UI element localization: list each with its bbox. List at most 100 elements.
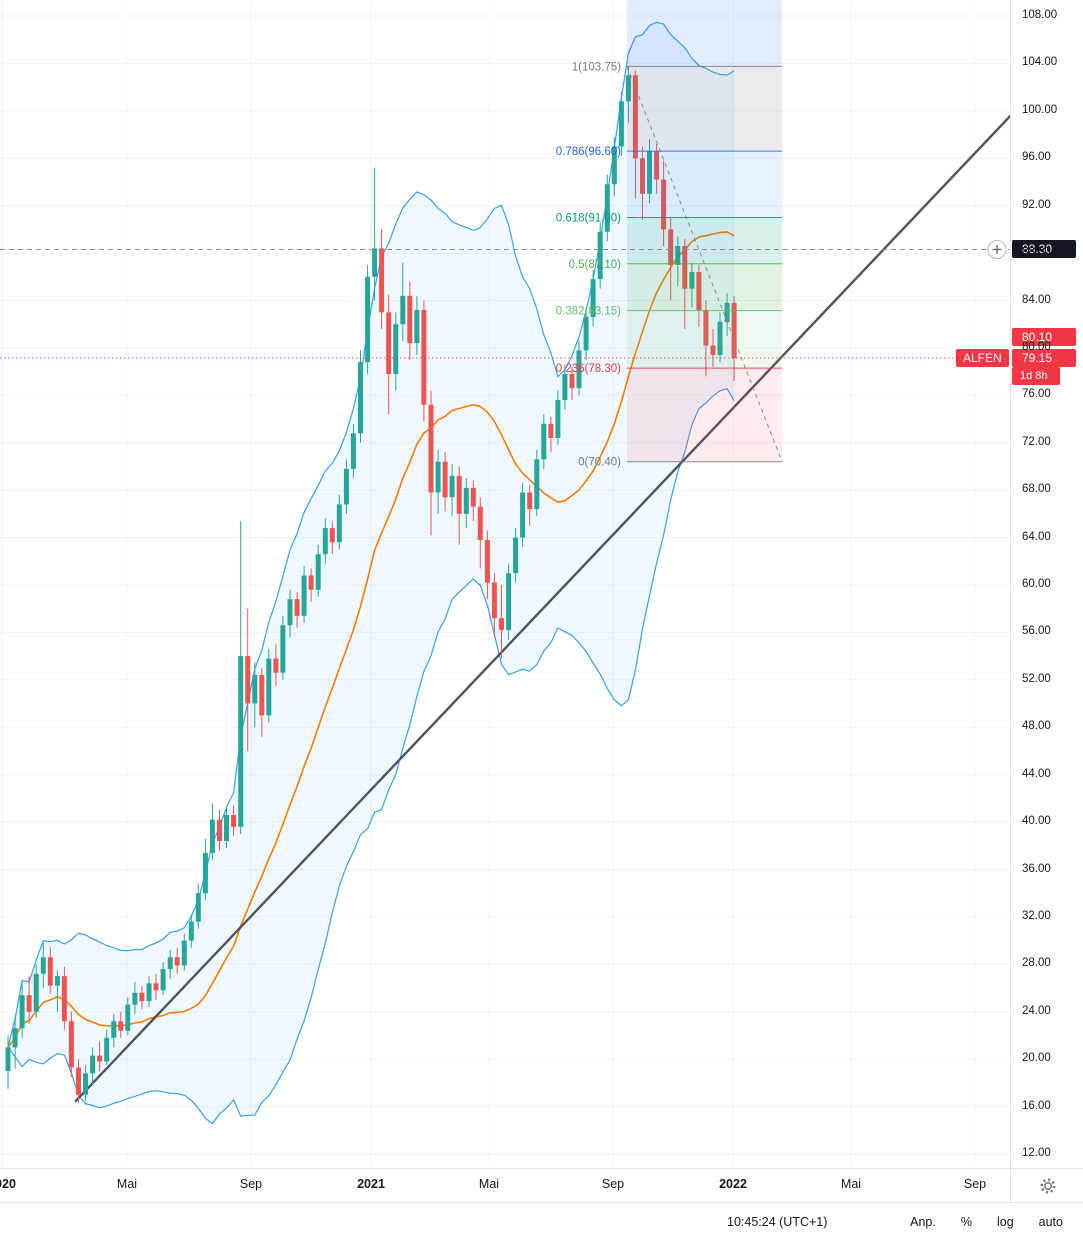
candle bbox=[534, 449, 540, 517]
candle bbox=[428, 390, 434, 536]
candle bbox=[640, 146, 645, 220]
axis-settings-corner[interactable] bbox=[1010, 1168, 1083, 1203]
chart-canvas[interactable]: 1(103.75) 0.786(96.60) 0.618(91.00) 0.5(87.… bbox=[0, 0, 1010, 1168]
candle bbox=[90, 1047, 96, 1086]
candle bbox=[618, 91, 624, 156]
time-axis-label: Mai bbox=[478, 1177, 500, 1191]
candle bbox=[76, 1059, 81, 1103]
candle bbox=[379, 229, 385, 329]
candle bbox=[520, 483, 526, 548]
time-axis-label: 2021 bbox=[357, 1177, 385, 1191]
candle bbox=[499, 585, 504, 659]
add-alert-plus-button[interactable] bbox=[987, 240, 1007, 259]
price-tick-label: 36.00 bbox=[1022, 863, 1051, 875]
candle bbox=[456, 466, 462, 545]
candle bbox=[372, 167, 378, 301]
price-tick-label: 100.00 bbox=[1022, 104, 1058, 116]
candle bbox=[153, 973, 159, 1000]
price-tick-label: 80.00 bbox=[1022, 341, 1051, 353]
price-tick-label: 40.00 bbox=[1022, 815, 1051, 827]
candle bbox=[435, 449, 441, 514]
fib-retracement[interactable]: 1(103.75) 0.786(96.60) 0.618(91.00) 0.5(87.… bbox=[556, 0, 783, 469]
percent-scale-button[interactable]: % bbox=[960, 1215, 972, 1229]
log-scale-button[interactable]: log bbox=[996, 1215, 1014, 1229]
candle bbox=[484, 530, 490, 600]
price-tick-label: 72.00 bbox=[1022, 436, 1051, 448]
last-price-label: 79.15 bbox=[1012, 349, 1076, 367]
time-axis[interactable]: 2020 Mai Sep 2021 Mai Sep 2022 Mai Sep bbox=[0, 1168, 1010, 1203]
candle bbox=[407, 281, 413, 360]
auto-scale-button[interactable]: auto bbox=[1038, 1215, 1063, 1229]
candle bbox=[661, 160, 667, 246]
fib-level-label: 0.5(87.10) bbox=[569, 259, 622, 271]
clock: 10:45:24 (UTC+1) bbox=[727, 1215, 828, 1229]
candle bbox=[365, 264, 371, 374]
time-axis-label: Sep bbox=[601, 1177, 625, 1191]
fib-level-label: 0.382(83.15) bbox=[556, 306, 621, 318]
candle bbox=[393, 312, 399, 391]
price-tick-label: 24.00 bbox=[1022, 1005, 1051, 1017]
candle bbox=[555, 390, 561, 446]
candle bbox=[513, 528, 519, 583]
candle bbox=[322, 518, 328, 564]
scale-buttons: Anp. % log auto bbox=[910, 1215, 1063, 1229]
candle bbox=[12, 1017, 18, 1069]
gear-icon[interactable] bbox=[1038, 1176, 1058, 1196]
candle bbox=[632, 70, 638, 199]
candle bbox=[125, 997, 131, 1036]
candle bbox=[19, 982, 25, 1038]
fib-level-label: 0(70.40) bbox=[578, 457, 621, 469]
candle bbox=[400, 262, 406, 341]
fib-level-label: 0.236(78.30) bbox=[556, 363, 621, 375]
price-tick-label: 76.00 bbox=[1022, 388, 1051, 400]
candle bbox=[647, 139, 652, 204]
candle bbox=[477, 497, 483, 569]
price-tick-label: 32.00 bbox=[1022, 910, 1051, 922]
candle bbox=[111, 1014, 117, 1048]
candle bbox=[61, 966, 67, 1030]
candle bbox=[491, 573, 497, 638]
candle bbox=[343, 459, 349, 514]
candle bbox=[590, 269, 596, 327]
adjust-button[interactable]: Anp. bbox=[910, 1215, 936, 1229]
candle bbox=[174, 947, 180, 974]
candle bbox=[386, 294, 392, 415]
trendline-drawing[interactable] bbox=[74, 112, 1010, 1103]
candle bbox=[611, 136, 617, 197]
candle bbox=[132, 982, 138, 1015]
candle bbox=[195, 883, 201, 929]
candle bbox=[689, 262, 695, 308]
time-axis-label: Sep bbox=[963, 1177, 987, 1191]
candle bbox=[604, 174, 610, 242]
candle bbox=[527, 485, 533, 526]
time-axis-label: 2020 bbox=[0, 1177, 16, 1191]
price-tick-label: 48.00 bbox=[1022, 720, 1051, 732]
price-axis[interactable]: 88.30 80.10 79.15 1d 8h 12.00 16.00 20.00 2… bbox=[1010, 0, 1083, 1168]
candle bbox=[336, 494, 342, 550]
candle bbox=[668, 217, 674, 301]
price-tick-label: 104.00 bbox=[1022, 56, 1058, 68]
candle bbox=[146, 976, 152, 1007]
fib-level-label: 1(103.75) bbox=[572, 61, 621, 73]
candle bbox=[731, 295, 737, 382]
price-tick-label: 92.00 bbox=[1022, 199, 1051, 211]
candle bbox=[449, 464, 455, 517]
fib-level-label: 0.786(96.60) bbox=[556, 146, 621, 158]
candle bbox=[724, 293, 730, 337]
candle bbox=[287, 589, 293, 638]
candle bbox=[597, 222, 603, 289]
candle bbox=[224, 807, 229, 849]
candle bbox=[442, 452, 448, 512]
bollinger-fill bbox=[8, 22, 735, 1124]
candle bbox=[414, 295, 420, 355]
candle bbox=[160, 962, 166, 996]
candle bbox=[33, 964, 39, 1018]
grid-layer bbox=[0, 0, 1010, 1168]
candle bbox=[470, 480, 476, 521]
price-tick-label: 64.00 bbox=[1022, 531, 1051, 543]
candle bbox=[47, 946, 53, 994]
candle bbox=[26, 976, 32, 1024]
candle bbox=[217, 810, 222, 851]
candle bbox=[209, 803, 215, 860]
candle bbox=[358, 350, 363, 443]
